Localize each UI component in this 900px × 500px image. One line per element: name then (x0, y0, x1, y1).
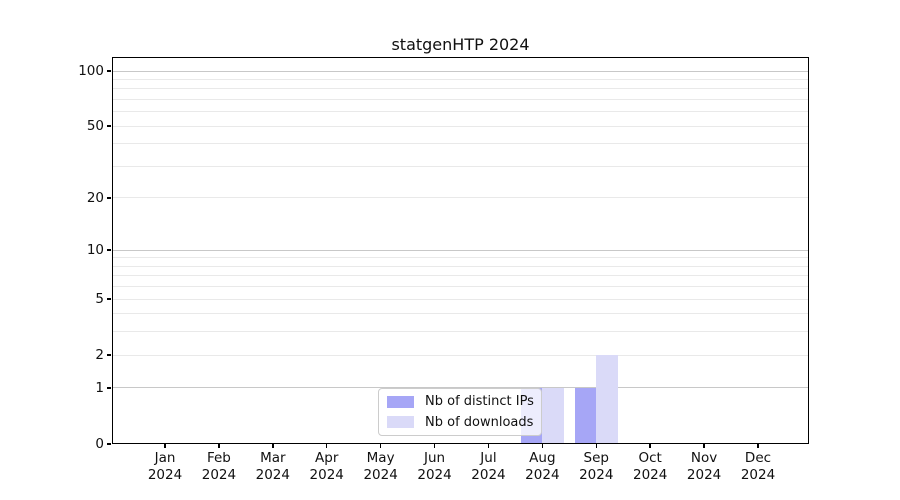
legend: Nb of distinct IPs Nb of downloads (378, 388, 542, 436)
x-axis-tick-label: Aug 2024 (525, 450, 560, 483)
grid-line-minor (112, 125, 809, 127)
grid-line-minor (112, 354, 809, 356)
x-axis-tick (272, 444, 274, 448)
grid-line-major (112, 249, 809, 251)
bar-downloads-aug (542, 387, 564, 444)
legend-label-distinct-ips: Nb of distinct IPs (425, 394, 534, 410)
grid-line-major (112, 70, 809, 72)
x-axis-tick-label: Nov 2024 (686, 450, 722, 483)
bar-distinct-ips-sep (574, 387, 597, 444)
plot-area: Nb of distinct IPs Nb of downloads 0 1 2 5 1… (78, 57, 809, 483)
grid-line-minor (112, 165, 809, 167)
grid-line-minor (112, 143, 809, 145)
y-axis-tick (107, 125, 111, 127)
x-axis-tick (595, 444, 598, 448)
legend-swatch-distinct-ips-icon (387, 395, 414, 408)
y-axis-tick (107, 298, 111, 300)
x-axis-tick (703, 444, 705, 448)
legend-row: Nb of downloads (387, 414, 533, 432)
x-axis-tick-label: May 2024 (363, 450, 398, 483)
grid-line-minor (112, 197, 809, 199)
x-axis-tick (218, 444, 220, 448)
x-axis-tick (164, 444, 166, 448)
grid-line-minor (112, 257, 809, 259)
y-axis-tick-label: 0 (95, 436, 104, 452)
x-axis-tick (541, 444, 544, 448)
grid-line-minor (112, 331, 809, 333)
grid-line-minor (112, 111, 809, 113)
y-axis-tick (107, 197, 111, 199)
x-axis-tick (379, 444, 382, 448)
legend-swatch-downloads-icon (387, 416, 414, 429)
y-axis-tick (107, 387, 111, 389)
x-axis-tick-label: Jul 2024 (471, 450, 506, 483)
y-axis-tick-label: 20 (86, 189, 104, 206)
x-axis-tick (325, 444, 328, 448)
x-axis-tick-label: Dec 2024 (740, 450, 776, 483)
x-axis-tick (649, 444, 651, 448)
legend-label-downloads: Nb of downloads (425, 414, 534, 430)
grid-line-minor (112, 275, 809, 277)
y-axis-tick-label: 50 (86, 118, 104, 135)
y-axis-tick-label: 100 (78, 63, 104, 79)
y-axis-tick-label: 1 (95, 379, 104, 396)
grid-line-minor (112, 313, 809, 315)
x-axis-tick-label: Jan 2024 (147, 450, 183, 483)
x-axis-tick-label: Sep 2024 (579, 450, 614, 483)
x-axis-tick-label: Feb 2024 (201, 450, 237, 483)
y-axis-tick (107, 354, 111, 356)
grid-line-minor (112, 286, 809, 288)
x-axis-tick-label: Apr 2024 (309, 450, 344, 483)
x-axis-tick-label: Mar 2024 (255, 450, 290, 483)
y-axis-tick-label: 2 (95, 347, 104, 364)
grid-line-minor (112, 298, 809, 300)
x-axis-tick-label: Jun 2024 (417, 450, 452, 483)
grid-line-minor (112, 265, 809, 267)
x-axis-tick (487, 444, 490, 448)
grid-line-minor (112, 98, 809, 100)
x-axis-tick (757, 444, 759, 448)
x-axis-tick (433, 444, 436, 448)
bar-downloads-sep (596, 355, 618, 444)
y-axis-tick-label: 5 (95, 291, 104, 308)
y-axis-tick-label: 10 (86, 242, 104, 259)
chart-title: statgenHTP 2024 (391, 35, 530, 54)
y-axis-tick (107, 70, 111, 72)
grid-line-major (112, 387, 809, 389)
x-axis-tick-label: Oct 2024 (633, 450, 668, 483)
legend-row: Nb of distinct IPs (387, 393, 534, 411)
grid-line-minor (112, 88, 809, 90)
y-axis-tick (107, 249, 111, 251)
y-axis-tick (107, 443, 111, 445)
grid-line-minor (112, 78, 809, 80)
